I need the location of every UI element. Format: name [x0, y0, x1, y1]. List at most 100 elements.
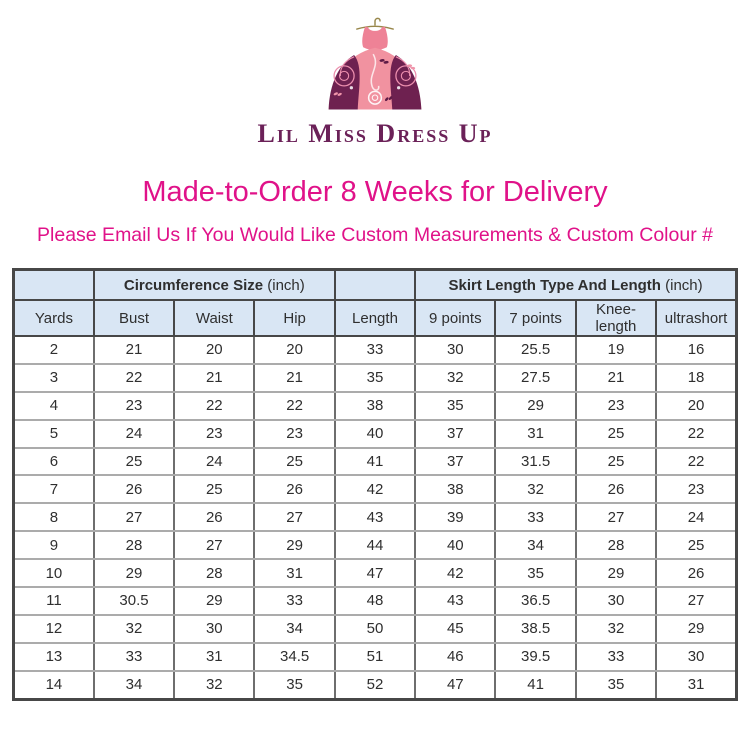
- cell: 22: [253, 390, 336, 421]
- cell: 29: [574, 558, 658, 589]
- cell: 30: [173, 613, 256, 644]
- cell: 31: [173, 641, 256, 672]
- cell: 25.5: [494, 335, 577, 365]
- cell: 45: [414, 613, 497, 644]
- cell: 43: [333, 502, 417, 533]
- cell: 12: [12, 613, 95, 644]
- cell: 33: [494, 502, 577, 533]
- cell: 52: [333, 669, 417, 701]
- cell: 10: [12, 558, 95, 589]
- cell: 50: [333, 613, 417, 644]
- table-row: 9 28 27 29 44 40 34 28 25: [12, 530, 738, 561]
- cell: 27: [253, 502, 336, 533]
- cell: 3: [12, 362, 95, 393]
- cell: 32: [574, 613, 658, 644]
- table-row: 14 34 32 35 52 47 41 35 31: [12, 669, 738, 701]
- cell: 39.5: [494, 641, 577, 672]
- cell: 21: [574, 362, 658, 393]
- cell: 38.5: [494, 613, 577, 644]
- cell: 27.5: [494, 362, 577, 393]
- table-row: 12 32 30 34 50 45 38.5 32 29: [12, 613, 738, 644]
- cell: 24: [92, 418, 176, 449]
- cell: 5: [12, 418, 95, 449]
- brand-name: Lil Miss Dress Up: [257, 119, 493, 148]
- cell: 22: [655, 446, 738, 477]
- cell: 46: [414, 641, 497, 672]
- cell: 35: [574, 669, 658, 701]
- cell: 31.5: [494, 446, 577, 477]
- cell: 8: [12, 502, 95, 533]
- cell: 23: [253, 418, 336, 449]
- cell: 29: [173, 586, 256, 616]
- table-row: 7 26 25 26 42 38 32 26 23: [12, 474, 738, 505]
- column-header-7-points: 7 points: [494, 299, 577, 337]
- group-header-spacer-length: [333, 268, 417, 301]
- cell: 26: [173, 502, 256, 533]
- cell: 27: [92, 502, 176, 533]
- cell: 22: [92, 362, 176, 393]
- cell: 24: [173, 446, 256, 477]
- column-header-yards: Yards: [12, 299, 95, 337]
- cell: 23: [655, 474, 738, 505]
- cell: 13: [12, 641, 95, 672]
- cell: 27: [173, 530, 256, 561]
- cell: 25: [574, 446, 658, 477]
- cell: 33: [92, 641, 176, 672]
- cell: 30: [655, 641, 738, 672]
- cell: 25: [574, 418, 658, 449]
- group-header-skirt-unit: (inch): [660, 276, 703, 294]
- cell: 47: [414, 669, 497, 701]
- table-row: 13 33 31 34.5 51 46 39.5 33 30: [12, 641, 738, 672]
- size-table: Circumference Size (inch) Skirt Length T…: [12, 268, 738, 701]
- cell: 33: [253, 586, 336, 616]
- cell: 23: [574, 390, 658, 421]
- cell: 32: [414, 362, 497, 393]
- cell: 41: [333, 446, 417, 477]
- cell: 37: [414, 418, 497, 449]
- group-header-circumference-unit: (inch): [263, 276, 305, 294]
- group-header-circumference-title: Circumference Size: [123, 276, 264, 294]
- cell: 27: [574, 502, 658, 533]
- group-header-spacer-yards: [12, 268, 95, 301]
- group-header-circumference: Circumference Size (inch): [92, 268, 336, 301]
- cell: 23: [92, 390, 176, 421]
- cell: 6: [12, 446, 95, 477]
- cell: 2: [12, 335, 95, 365]
- group-header-skirt-title: Skirt Length Type And Length: [448, 276, 661, 294]
- cell: 39: [414, 502, 497, 533]
- cell: 40: [333, 418, 417, 449]
- cell: 25: [253, 446, 336, 477]
- cell: 29: [494, 390, 577, 421]
- cell: 35: [253, 669, 336, 701]
- cell: 48: [333, 586, 417, 616]
- cell: 38: [414, 474, 497, 505]
- cell: 34: [494, 530, 577, 561]
- cell: 21: [173, 362, 256, 393]
- cell: 35: [414, 390, 497, 421]
- cell: 51: [333, 641, 417, 672]
- group-header-skirt: Skirt Length Type And Length (inch): [414, 268, 738, 301]
- cell: 37: [414, 446, 497, 477]
- cell: 28: [92, 530, 176, 561]
- cell: 20: [173, 335, 256, 365]
- cell: 27: [655, 586, 738, 616]
- cell: 25: [655, 530, 738, 561]
- cell: 9: [12, 530, 95, 561]
- cell: 30: [574, 586, 658, 616]
- cell: 47: [333, 558, 417, 589]
- cell: 35: [333, 362, 417, 393]
- cell: 42: [333, 474, 417, 505]
- table-row: 11 30.5 29 33 48 43 36.5 30 27: [12, 586, 738, 616]
- cell: 38: [333, 390, 417, 421]
- table-row: 8 27 26 27 43 39 33 27 24: [12, 502, 738, 533]
- cell: 42: [414, 558, 497, 589]
- cell: 29: [92, 558, 176, 589]
- column-header-knee-length: Knee-length: [574, 299, 658, 337]
- cell: 35: [494, 558, 577, 589]
- cell: 4: [12, 390, 95, 421]
- size-table-head: Circumference Size (inch) Skirt Length T…: [12, 268, 738, 337]
- table-row: 10 29 28 31 47 42 35 29 26: [12, 558, 738, 589]
- cell: 31: [494, 418, 577, 449]
- table-row: 5 24 23 23 40 37 31 25 22: [12, 418, 738, 449]
- cell: 30.5: [92, 586, 176, 616]
